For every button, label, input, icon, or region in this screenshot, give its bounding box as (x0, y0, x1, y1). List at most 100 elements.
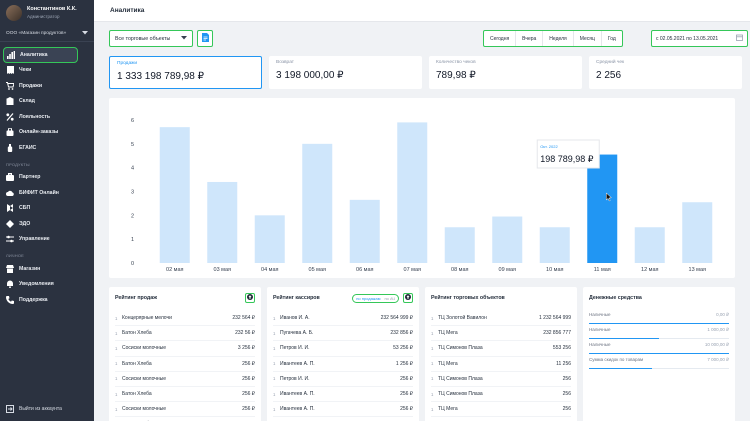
kpi-average-check[interactable]: Средний чек 2 256 (589, 56, 742, 89)
chart-bar[interactable] (634, 227, 665, 263)
item-value: 1 232 564 999 (539, 315, 571, 322)
kpi-returns[interactable]: Возврат 3 198 000,00 ₽ (269, 56, 422, 89)
page-title: Аналитика (94, 0, 750, 22)
sidebar-item-online-orders[interactable]: Онлайн-заказы (0, 125, 94, 141)
period-today[interactable]: Сегодня (484, 31, 517, 46)
chart-bar[interactable] (302, 143, 333, 263)
x-tick-label: 02 мая (166, 267, 183, 273)
chart-bar[interactable] (682, 202, 713, 263)
sidebar-item-notifications[interactable]: Уведомления (0, 277, 94, 293)
period-week[interactable]: Неделя (543, 31, 574, 46)
item-name: ТЦ Мега (438, 406, 458, 413)
list-item[interactable]: 1 Иванов И. А. 232 564 999 ₽ (273, 311, 413, 327)
x-tick-label: 07 мая (404, 267, 421, 273)
export-button[interactable] (197, 30, 213, 47)
sidebar-item-partner[interactable]: Партнер (0, 170, 94, 186)
sales-rating-list: 1 Концерярные мелочи 232 564 ₽1 Батон Хлеба… (115, 311, 255, 421)
tooltip-value: 198 789,98 ₽ (540, 154, 594, 164)
item-value: 256 ₽ (400, 375, 413, 382)
cashier-rating-toggle[interactable]: по продажам по АЧ (352, 293, 399, 303)
card-title: Рейтинг кассиров (273, 295, 320, 301)
sidebar-item-loyalty[interactable]: Лояльность (0, 109, 94, 125)
sidebar-item-warehouse[interactable]: Склад (0, 94, 94, 110)
item-name: ТЦ Мега (438, 360, 458, 367)
list-item[interactable]: 1 Сосиски молочные 256 ₽ (115, 372, 255, 387)
chart-bar[interactable] (587, 154, 618, 263)
sidebar-item-bifit-online[interactable]: БИФИТ Онлайн (0, 185, 94, 201)
x-tick-label: 09 мая (499, 267, 516, 273)
list-item[interactable]: 1 ТЦ Мега 11 256 (431, 357, 571, 372)
list-item[interactable]: 1 Ивантеев А. П. 256 ₽ (273, 402, 413, 418)
item-name: Батон Хлеба (122, 391, 152, 398)
user-profile[interactable]: Константинов К.К. Администратор (0, 0, 94, 26)
sales-bar-chart: 0 1 2 3 4 5 6 02 мая 03 мая 04 мая 05 мая 06 мая 07 … (131, 118, 713, 273)
item-name: Батон Хлеба (122, 360, 152, 367)
list-item[interactable]: 1 Петров И. И. 53 256 ₽ (273, 341, 413, 357)
chart-bar[interactable] (444, 227, 475, 263)
sidebar-item-label: ЭДО (19, 220, 31, 227)
list-item[interactable]: 1 Пугачева А. Б. 232 856 ₽ (273, 326, 413, 342)
period-year[interactable]: Год (607, 35, 616, 42)
chart-bar[interactable] (349, 199, 380, 263)
list-item[interactable]: 1 Сосиски молочные 3 256 ₽ (115, 341, 255, 357)
chart-bar[interactable] (159, 127, 190, 264)
chart-bar[interactable] (492, 216, 523, 263)
upload-button[interactable] (403, 293, 413, 303)
chart-bar[interactable] (207, 181, 238, 263)
logout-button[interactable]: Выйти из аккаунта (6, 405, 62, 413)
period-month[interactable]: Месяц (574, 31, 602, 46)
period-yesterday[interactable]: Вчера (516, 31, 544, 46)
sidebar-item-label: БИФИТ Онлайн (19, 189, 59, 196)
list-item[interactable]: 1 ТЦ Мега 232 856 777 (431, 326, 571, 342)
list-item[interactable]: 1 ТЦ Симонов Плаза 553 256 (431, 341, 571, 357)
date-range-picker[interactable]: с 02.05.2021 по 13.05.2021 (651, 30, 748, 47)
chart-bar[interactable] (539, 227, 570, 263)
toggle-option-sales[interactable]: по продажам (356, 295, 381, 301)
sidebar-item-sales[interactable]: Продажи (0, 78, 94, 94)
toggle-option-avg[interactable]: по АЧ (384, 295, 395, 301)
list-item[interactable]: 1 ТЦ Золотой Вавилон 1 232 564 999 (431, 311, 571, 327)
list-item[interactable]: 1 Батон Хлеба 232 56 ₽ (115, 326, 255, 342)
kpi-receipt-count[interactable]: Количество чеков 789,98 ₽ (429, 56, 582, 89)
cash-value: 7 000,00 ₽ (707, 357, 729, 362)
cash-label: Наличные (589, 342, 611, 347)
sidebar-item-management[interactable]: Управление (0, 232, 94, 248)
sidebar-item-label: Поддержка (19, 296, 48, 303)
store-select[interactable]: Все торговые объекты (109, 30, 193, 47)
item-value: 3 256 ₽ (237, 345, 255, 352)
org-selector[interactable]: ООО «Магазин продуктов» (0, 26, 94, 42)
nav-main: Аналитика Чеки Продажи Склад Лояльность … (0, 42, 94, 308)
list-item[interactable]: 1 ТЦ Симонов Плаза 256 (431, 387, 571, 403)
upload-button[interactable] (245, 293, 255, 303)
chart-bar[interactable] (254, 215, 285, 263)
list-item[interactable]: 1 Концерярные мелочи 232 564 ₽ (115, 311, 255, 327)
logout-label: Выйти из аккаунта (19, 406, 62, 412)
sidebar-item-egais[interactable]: ЕГАИС (0, 140, 94, 156)
sidebar-item-support[interactable]: Поддержка (0, 292, 94, 308)
chart-bar[interactable] (397, 122, 428, 263)
list-item[interactable]: 1 Ивантеев А. П. 1 256 ₽ (273, 357, 413, 372)
x-tick-label: 10 мая (546, 267, 563, 273)
sidebar-item-receipts[interactable]: Чеки (0, 63, 94, 79)
list-item[interactable]: 1 Ивантеев А. П. 256 ₽ (273, 387, 413, 403)
ratings-row: Рейтинг продаж 1 Концерярные мелочи 232 56… (109, 287, 735, 421)
sidebar-item-edo[interactable]: ЭДО (0, 216, 94, 232)
list-item[interactable]: 1 Сосиски молочные 256 ₽ (115, 402, 255, 418)
date-range-value: с 02.05.2021 по 13.05.2021 (656, 35, 719, 42)
cash-progress-fill (589, 352, 729, 354)
list-item[interactable]: 1 ТЦ Симонов Плаза 256 (431, 372, 571, 387)
item-value: 232 856 777 (543, 330, 571, 337)
sidebar-item-store[interactable]: Магазин (0, 261, 94, 277)
sidebar-item-analytics[interactable]: Аналитика (3, 47, 78, 63)
sidebar-item-sbp[interactable]: СБП (0, 201, 94, 217)
kpi-sales[interactable]: Продажи 1 333 198 789,98 ₽ (109, 56, 262, 89)
item-name: Петров И. И. (280, 375, 310, 382)
upload-icon (247, 294, 253, 302)
